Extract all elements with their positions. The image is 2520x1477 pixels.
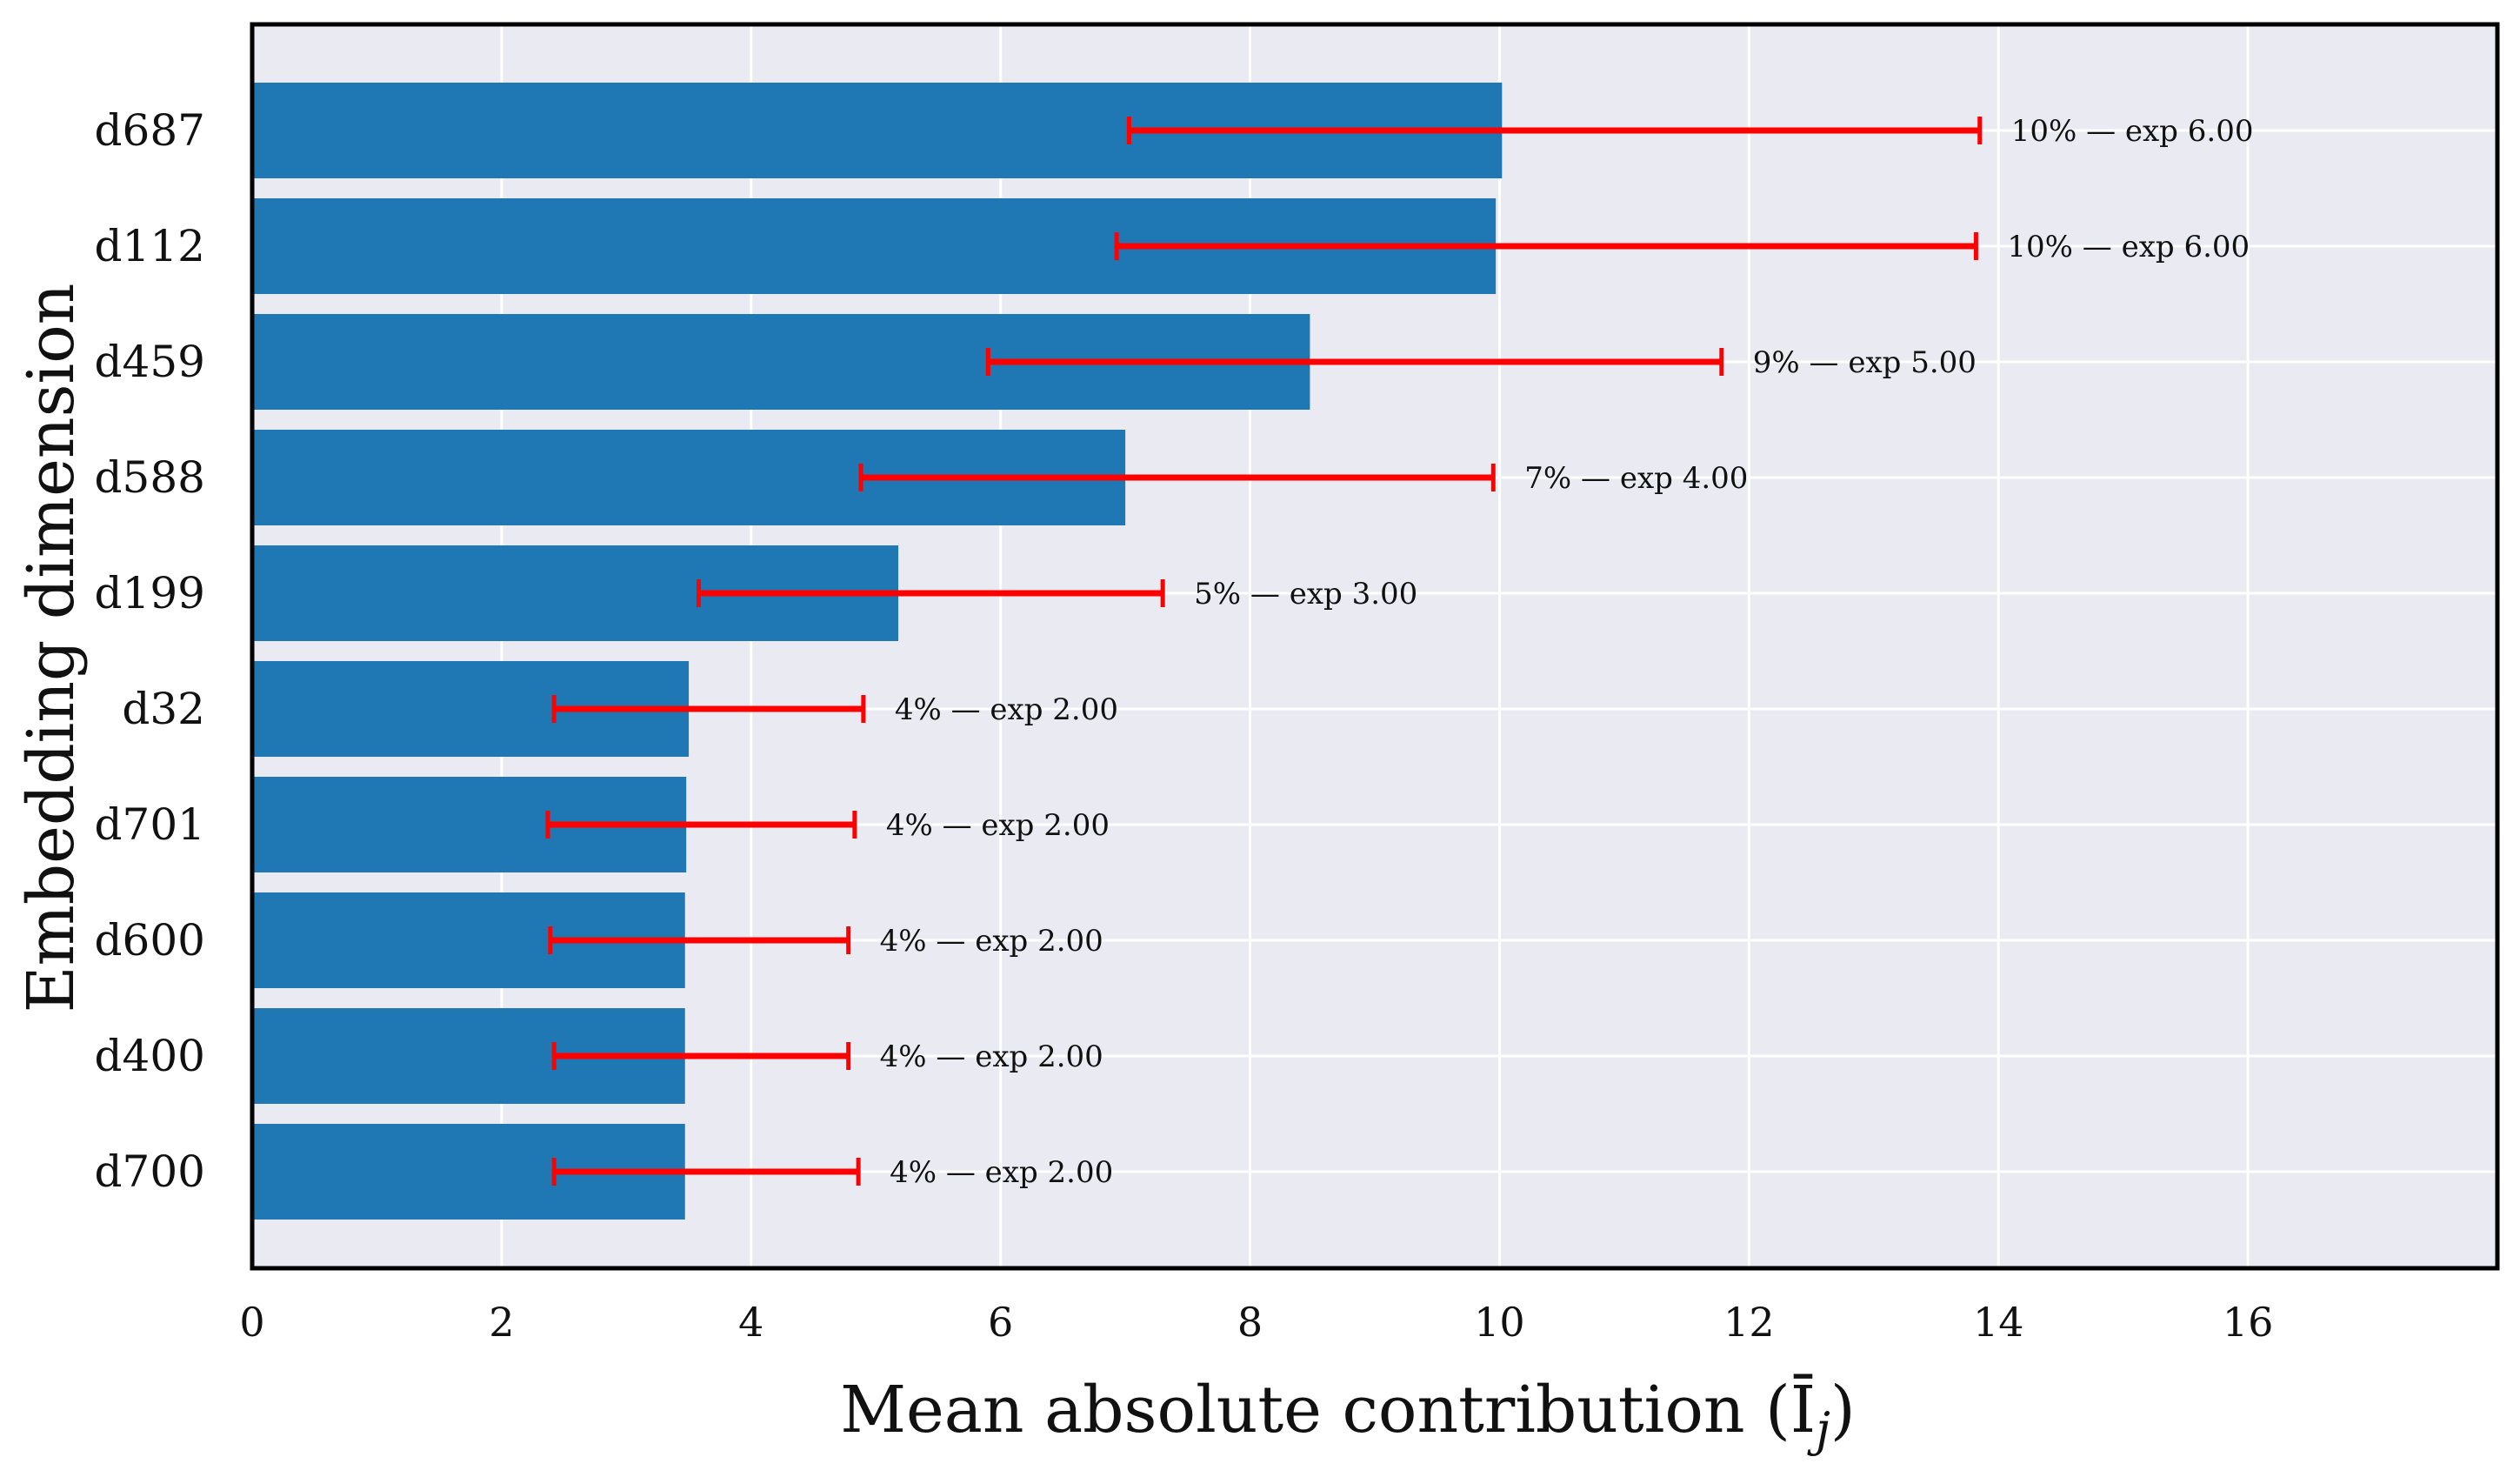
- y-tick-label-d32: d32: [122, 684, 205, 734]
- x-tick-label: 8: [1237, 1299, 1263, 1346]
- bar-annotation-d400: 4% — exp 2.00: [880, 1039, 1103, 1074]
- x-tick-label: 2: [489, 1299, 514, 1346]
- bars: [252, 83, 1503, 1220]
- x-tick-label: 16: [2223, 1299, 2274, 1346]
- y-tick-label-d687: d687: [95, 105, 205, 156]
- y-tick-label-d700: d700: [95, 1146, 205, 1197]
- bar-annotation-d600: 4% — exp 2.00: [880, 924, 1103, 959]
- bar-annotation-d112: 10% — exp 6.00: [2007, 230, 2250, 264]
- bar-annotation-d199: 5% — exp 3.00: [1194, 577, 1417, 612]
- error-bars: [545, 117, 1983, 1186]
- bar-annotation-d700: 4% — exp 2.00: [890, 1155, 1113, 1190]
- y-tick-label-d600: d600: [95, 915, 205, 966]
- x-axis-title: Mean absolute contribution (Īj): [840, 1373, 1856, 1457]
- bar-annotation-d687: 10% — exp 6.00: [2011, 114, 2254, 149]
- plot-frame: [250, 22, 2500, 1271]
- x-tick-label: 4: [738, 1299, 763, 1346]
- y-tick-label-d701: d701: [95, 799, 205, 850]
- x-tick-label: 10: [1474, 1299, 1525, 1346]
- y-tick-label-d400: d400: [95, 1031, 205, 1081]
- bar-annotation-d459: 9% — exp 5.00: [1753, 345, 1977, 380]
- bar-annotation-d32: 4% — exp 2.00: [895, 692, 1118, 727]
- x-axis-tick-labels: 0 2 4 6 8 10 12 14 16: [239, 1299, 2273, 1346]
- x-tick-label: 6: [988, 1299, 1013, 1346]
- bar-annotation-d701: 4% — exp 2.00: [886, 808, 1110, 843]
- x-tick-label: 0: [239, 1299, 264, 1346]
- y-tick-label-d112: d112: [95, 221, 205, 271]
- x-tick-label: 14: [1973, 1299, 2024, 1346]
- y-tick-label-d459: d459: [95, 337, 205, 387]
- y-tick-label-d588: d588: [95, 452, 205, 503]
- y-axis-title: Embedding dimension: [14, 284, 89, 1013]
- y-axis-tick-labels: d687 d112 d459 d588 d199 d32 d701 d600 d400 d700: [95, 105, 205, 1197]
- x-tick-label: 12: [1723, 1299, 1775, 1346]
- bar-annotation-d588: 7% — exp 4.00: [1524, 461, 1748, 496]
- bar-annotations: 10% — exp 6.00 10% — exp 6.00 9% — exp 5.0…: [880, 114, 2254, 1190]
- y-tick-label-d199: d199: [95, 568, 205, 618]
